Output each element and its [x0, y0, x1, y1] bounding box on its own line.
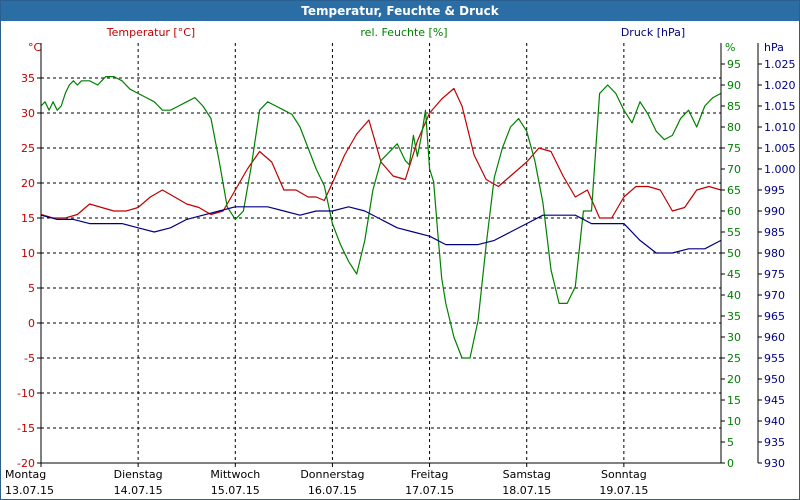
tick-label-right: 930 — [764, 457, 785, 470]
tick-label-right: 1.010 — [764, 121, 796, 134]
tick-label-right: 950 — [764, 373, 785, 386]
tick-label-mid: 80 — [727, 121, 741, 134]
x-label-date: 17.07.15 — [405, 484, 454, 497]
tick-label-right: 970 — [764, 289, 785, 302]
tick-label-left: 15 — [21, 212, 35, 225]
x-label-date: 15.07.15 — [211, 484, 260, 497]
x-label-date: 18.07.15 — [502, 484, 551, 497]
tick-label-right: 1.020 — [764, 79, 796, 92]
tick-label-mid: 15 — [727, 394, 741, 407]
x-label-day: Dienstag — [114, 468, 163, 481]
x-label-date: 19.07.15 — [599, 484, 648, 497]
x-label-day: Montag — [5, 468, 46, 481]
tick-label-mid: 35 — [727, 310, 741, 323]
tick-label-left: 20 — [21, 177, 35, 190]
tick-label-mid: 50 — [727, 247, 741, 260]
tick-label-mid: 85 — [727, 100, 741, 113]
tick-label-mid: 25 — [727, 352, 741, 365]
series-layer — [40, 75, 722, 359]
x-label-day: Sonntag — [601, 468, 647, 481]
tick-label-mid: 60 — [727, 205, 741, 218]
tick-label-mid: 10 — [727, 415, 741, 428]
tick-label-left: -15 — [17, 422, 35, 435]
tick-label-right: 960 — [764, 331, 785, 344]
tick-label-right: 985 — [764, 226, 785, 239]
x-label-date: 14.07.15 — [114, 484, 163, 497]
tick-label-left: -10 — [17, 387, 35, 400]
series-line-right — [40, 206, 722, 254]
tick-label-mid: 65 — [727, 184, 741, 197]
tick-label-left: -20 — [17, 457, 35, 470]
series-label-pressure: Druck [hPa] — [621, 26, 685, 39]
tick-label-right: 965 — [764, 310, 785, 323]
tick-label-left: 30 — [21, 107, 35, 120]
x-label-day: Samstag — [503, 468, 551, 481]
tick-label-left: 25 — [21, 142, 35, 155]
chart-grid — [41, 43, 721, 463]
tick-label-mid: 45 — [727, 268, 741, 281]
tick-label-mid: 5 — [727, 436, 734, 449]
tick-label-mid: 70 — [727, 163, 741, 176]
tick-label-right: 945 — [764, 394, 785, 407]
tick-label-left: 5 — [28, 282, 35, 295]
tick-label-mid: 30 — [727, 331, 741, 344]
tick-label-right: 1.005 — [764, 142, 796, 155]
tick-label-right: 980 — [764, 247, 785, 260]
tick-label-right: 995 — [764, 184, 785, 197]
tick-label-mid: 95 — [727, 58, 741, 71]
series-line-left — [40, 87, 722, 219]
series-line-mid — [40, 75, 722, 359]
tick-label-left: -5 — [24, 352, 35, 365]
series-label-temperature: Temperatur [°C] — [106, 26, 195, 39]
axis-unit-left: °C — [28, 41, 42, 54]
tick-label-left: 35 — [21, 72, 35, 85]
tick-label-right: 990 — [764, 205, 785, 218]
tick-label-mid: 40 — [727, 289, 741, 302]
x-label-date: 16.07.15 — [308, 484, 357, 497]
x-label-day: Freitag — [411, 468, 449, 481]
tick-label-mid: 20 — [727, 373, 741, 386]
tick-label-right: 955 — [764, 352, 785, 365]
tick-label-mid: 90 — [727, 79, 741, 92]
chart-axes: 35302520151050-5-10-15-20959085807570656… — [5, 43, 796, 497]
series-label-humidity: rel. Feuchte [%] — [360, 26, 447, 39]
x-label-date: 13.07.15 — [5, 484, 54, 497]
tick-label-right: 975 — [764, 268, 785, 281]
tick-label-left: 0 — [28, 317, 35, 330]
tick-label-mid: 0 — [727, 457, 734, 470]
tick-label-mid: 55 — [727, 226, 741, 239]
tick-label-mid: 75 — [727, 142, 741, 155]
window-title: Temperatur, Feuchte & Druck — [1, 1, 799, 21]
axis-unit-mid: % — [725, 41, 735, 54]
tick-label-left: 10 — [21, 247, 35, 260]
chart-canvas: 35302520151050-5-10-15-20959085807570656… — [5, 26, 796, 497]
x-label-day: Donnerstag — [300, 468, 364, 481]
x-label-day: Mittwoch — [210, 468, 260, 481]
tick-label-right: 940 — [764, 415, 785, 428]
tick-label-right: 1.000 — [764, 163, 796, 176]
tick-label-right: 1.015 — [764, 100, 796, 113]
tick-label-right: 1.025 — [764, 58, 796, 71]
axis-unit-right: hPa — [764, 41, 784, 54]
tick-label-right: 935 — [764, 436, 785, 449]
